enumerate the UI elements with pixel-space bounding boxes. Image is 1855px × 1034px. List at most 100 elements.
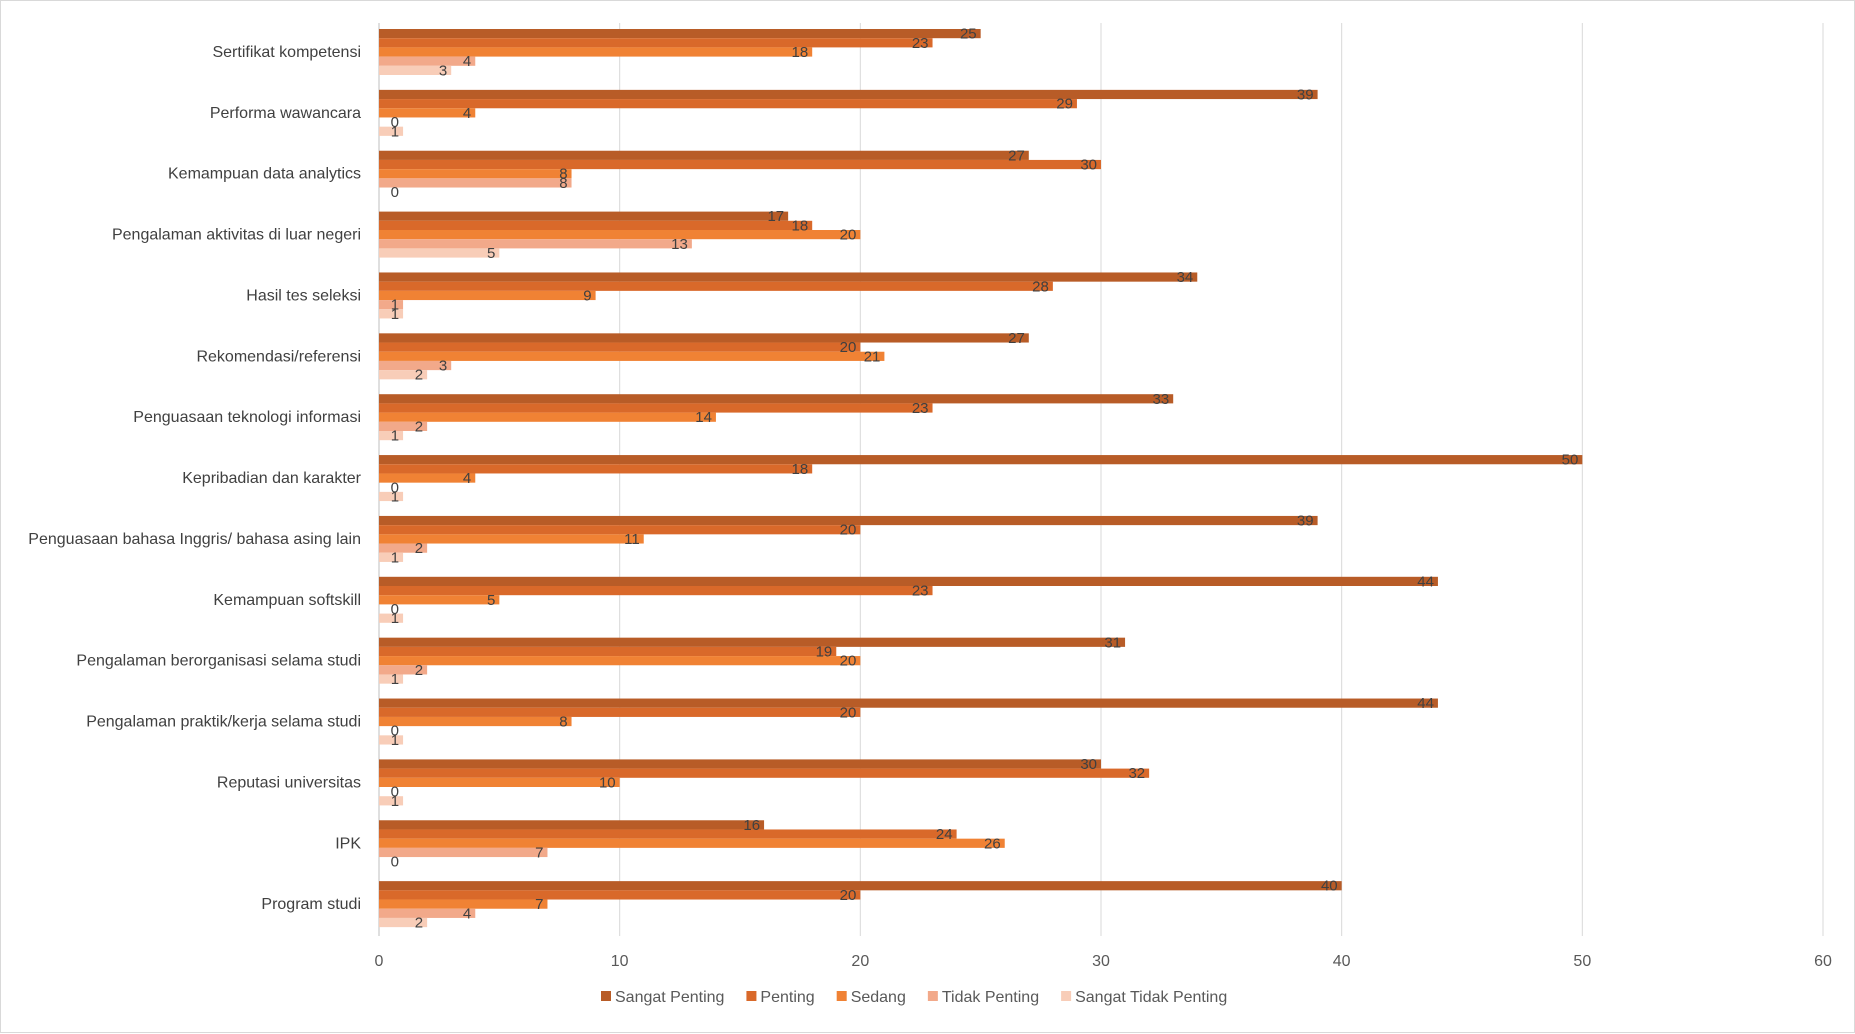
legend-label: Sedang [851, 989, 906, 1006]
bar [379, 360, 452, 371]
category-label: Sertifikat kompetensi [212, 44, 361, 61]
category-label: Penguasaan teknologi informasi [133, 409, 361, 426]
bar [379, 412, 716, 422]
bar [379, 637, 1126, 647]
bar [379, 281, 1053, 291]
bar [379, 665, 428, 675]
bar [379, 169, 572, 179]
bar [379, 272, 1198, 282]
bar [379, 917, 428, 928]
x-tick-label: 40 [1333, 953, 1351, 970]
data-label: 2 [415, 540, 423, 557]
data-label: 7 [535, 896, 543, 913]
data-label: 4 [463, 905, 471, 922]
data-label: 19 [816, 643, 833, 660]
x-tick-label: 60 [1814, 953, 1832, 970]
data-label: 31 [1104, 634, 1121, 651]
x-axis-tick-labels: 0 10 20 30 40 50 60 [375, 953, 1832, 970]
data-label: 28 [1032, 278, 1049, 295]
data-label: 21 [864, 348, 881, 365]
legend-label: Sangat Penting [615, 989, 724, 1006]
bar [379, 150, 1029, 160]
bar [379, 178, 572, 188]
bar [379, 464, 813, 474]
data-label: 18 [792, 217, 809, 234]
data-labels: 2523184339294012730880171820135342891127… [391, 26, 1579, 932]
bar [379, 595, 500, 605]
category-label: Kemampuan softskill [213, 592, 361, 609]
data-label: 20 [840, 227, 857, 244]
x-tick-label: 20 [851, 953, 869, 970]
data-label: 17 [767, 208, 784, 225]
bar [379, 47, 813, 57]
data-label: 10 [599, 774, 616, 791]
category-label: Kepribadian dan karakter [182, 470, 361, 487]
x-tick-label: 10 [611, 953, 629, 970]
bar [379, 29, 981, 39]
category-label: Pengalaman praktik/kerja selama studi [86, 714, 361, 731]
data-label: 20 [840, 339, 857, 356]
data-label: 39 [1297, 86, 1314, 103]
bar [379, 525, 861, 535]
data-label: 1 [391, 488, 399, 505]
data-label: 20 [840, 522, 857, 539]
data-label: 1 [391, 732, 399, 749]
data-label: 29 [1056, 96, 1073, 113]
data-label: 14 [695, 409, 712, 426]
bar [379, 768, 1150, 778]
bar [379, 543, 428, 553]
data-label: 0 [391, 854, 399, 871]
bar [379, 230, 861, 240]
bar [379, 239, 692, 249]
data-label: 18 [792, 44, 809, 61]
data-label: 4 [463, 470, 471, 487]
bar [379, 534, 644, 544]
data-label: 20 [840, 653, 857, 670]
data-label: 9 [583, 287, 591, 304]
bar [379, 126, 404, 136]
bar [379, 89, 1318, 100]
bar [379, 735, 404, 745]
bar [379, 890, 861, 900]
legend-swatch [601, 991, 611, 1001]
data-label: 23 [912, 583, 929, 600]
bar [379, 351, 885, 361]
data-label: 27 [1008, 147, 1025, 164]
legend-label: Penting [760, 989, 814, 1006]
data-label: 2 [415, 418, 423, 435]
bar [379, 656, 861, 666]
data-label: 0 [391, 184, 399, 201]
bar [379, 698, 1438, 708]
legend-label: Tidak Penting [942, 989, 1039, 1006]
data-label: 13 [671, 236, 688, 253]
bar [379, 333, 1029, 343]
legend-swatch [927, 991, 938, 1001]
legend-label: Sangat Tidak Penting [1075, 989, 1227, 1006]
bar [379, 829, 957, 839]
data-label: 3 [439, 62, 447, 79]
data-label: 7 [535, 844, 543, 861]
data-label: 8 [559, 166, 567, 183]
data-label: 4 [463, 105, 471, 122]
bar [379, 777, 620, 787]
data-label: 39 [1297, 513, 1314, 530]
category-label: Rekomendasi/referensi [196, 348, 361, 365]
bar [379, 394, 1174, 404]
data-label: 2 [415, 915, 423, 932]
bar [379, 881, 1342, 891]
data-label: 5 [487, 592, 495, 609]
bar [379, 899, 548, 909]
bar [379, 290, 596, 301]
bar [379, 473, 476, 483]
category-label: Reputasi universitas [217, 774, 361, 791]
data-label: 30 [1080, 157, 1097, 174]
data-label: 1 [391, 297, 399, 314]
bar [379, 491, 404, 502]
data-label: 5 [487, 245, 495, 262]
data-label: 8 [559, 714, 567, 731]
data-label: 20 [840, 704, 857, 721]
bar [379, 99, 1077, 109]
x-tick-label: 0 [375, 953, 384, 970]
bar [379, 820, 765, 830]
data-label: 1 [391, 549, 399, 566]
